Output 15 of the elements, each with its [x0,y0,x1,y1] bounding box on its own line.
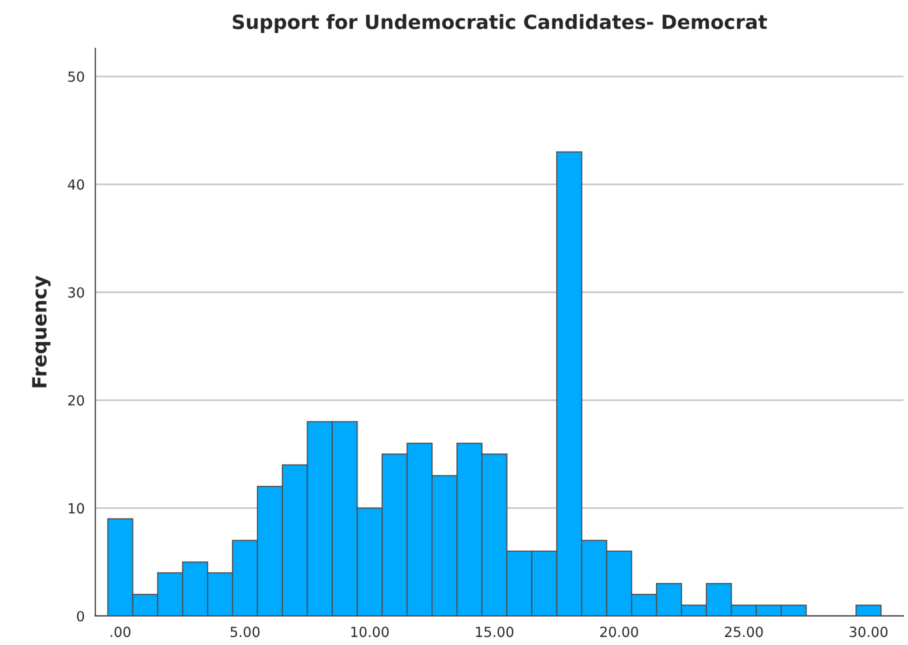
y-tick-label: 40 [68,179,84,190]
x-tick-label: 10.00 [351,626,389,638]
y-tick-label: 0 [77,610,84,622]
x-tick-label: 30.00 [850,626,888,638]
x-tick-label: .00 [110,626,130,638]
x-tick-label: 15.00 [476,626,514,638]
chart-title: Support for Undemocratic Candidates- Democrat [232,14,767,33]
x-tick-label: 5.00 [230,626,260,638]
y-tick-label: 10 [68,503,84,514]
y-axis-title: Frequency [32,276,51,388]
y-tick-label: 50 [68,71,84,82]
y-tick-label: 20 [68,395,84,406]
x-tick-label: 20.00 [600,626,638,638]
x-tick-label: 25.00 [724,626,763,638]
y-tick-label: 30 [68,287,84,298]
